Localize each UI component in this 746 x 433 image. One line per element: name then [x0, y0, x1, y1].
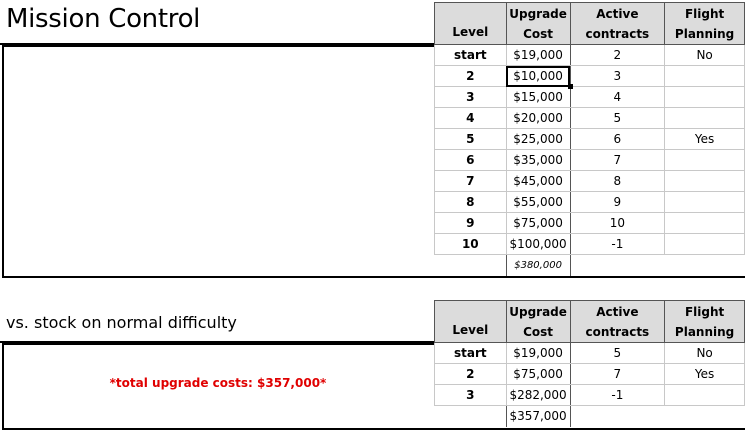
table-row: 10 $100,000 -1 [434, 233, 745, 255]
empty-cell[interactable] [435, 255, 507, 276]
title-underline [0, 43, 435, 45]
header-upgrade-cost[interactable]: Upgrade Cost [505, 300, 571, 343]
cell-level[interactable]: 3 [434, 384, 507, 406]
cell-level[interactable]: start [434, 44, 507, 66]
cell-flight-planning[interactable] [664, 233, 745, 255]
cell-flight-planning[interactable] [664, 170, 745, 192]
cell-active-contracts[interactable]: 7 [569, 363, 666, 385]
table-row: 3 $15,000 4 [434, 86, 745, 108]
cell-upgrade-cost[interactable]: $100,000 [505, 233, 571, 255]
total-upgrade-costs-note: *total upgrade costs: $357,000* [109, 376, 327, 390]
empty-cell[interactable] [570, 406, 665, 427]
table-row: 7 $45,000 8 [434, 170, 745, 192]
cell-upgrade-cost[interactable]: $75,000 [505, 363, 571, 385]
header-flight-planning[interactable]: Flight Planning [664, 300, 745, 343]
cell-upgrade-cost[interactable]: $19,000 [505, 44, 571, 66]
empty-cell[interactable] [570, 255, 665, 276]
cell-upgrade-cost[interactable]: $20,000 [505, 107, 571, 129]
cell-flight-planning[interactable] [664, 191, 745, 213]
cell-flight-planning[interactable]: No [664, 342, 745, 364]
cell-level[interactable]: start [434, 342, 507, 364]
selected-cell[interactable]: $10,000 [505, 65, 573, 89]
totals-row: $380,000 [435, 254, 745, 276]
cell-level[interactable]: 6 [434, 149, 507, 171]
cell-flight-planning[interactable]: No [664, 44, 745, 66]
cell-active-contracts[interactable]: 4 [569, 86, 666, 108]
mission-control-table: Level Upgrade Cost Active contracts Flight… [434, 2, 745, 276]
empty-cell[interactable] [435, 406, 507, 427]
table-row: 5 $25,000 6 Yes [434, 128, 745, 150]
cell-upgrade-cost[interactable]: $45,000 [505, 170, 571, 192]
cell-flight-planning[interactable] [664, 86, 745, 108]
cell-total-cost[interactable]: $357,000 [505, 405, 571, 427]
cell-active-contracts[interactable]: 5 [569, 342, 666, 364]
cell-upgrade-cost[interactable]: $55,000 [505, 191, 571, 213]
cell-upgrade-cost[interactable]: $19,000 [505, 342, 571, 364]
header-upgrade-cost[interactable]: Upgrade Cost [505, 2, 571, 45]
cell-flight-planning[interactable] [664, 149, 745, 171]
cell-active-contracts[interactable]: 2 [569, 44, 666, 66]
cell-flight-planning[interactable]: Yes [664, 128, 745, 150]
cell-upgrade-cost[interactable]: $15,000 [505, 86, 571, 108]
cell-active-contracts[interactable]: -1 [569, 233, 666, 255]
fill-handle[interactable] [567, 84, 573, 89]
table-row: start $19,000 2 No [434, 44, 745, 66]
cell-upgrade-cost[interactable]: $25,000 [505, 128, 571, 150]
cell-level[interactable]: 10 [434, 233, 507, 255]
table-row: 9 $75,000 10 [434, 212, 745, 234]
cell-active-contracts[interactable]: -1 [569, 384, 666, 406]
cell-upgrade-cost[interactable]: $282,000 [505, 384, 571, 406]
title-underline [0, 341, 435, 343]
cell-flight-planning[interactable] [664, 65, 745, 87]
table-row: 3 $282,000 -1 [434, 384, 745, 406]
totals-row: $357,000 [435, 405, 745, 427]
cell-active-contracts[interactable]: 3 [569, 65, 666, 87]
header-flight-planning[interactable]: Flight Planning [664, 2, 745, 45]
empty-cell[interactable] [665, 255, 745, 276]
cell-level[interactable]: 4 [434, 107, 507, 129]
table-row: 8 $55,000 9 [434, 191, 745, 213]
section-divider [2, 276, 745, 278]
header-active-contracts[interactable]: Active contracts [569, 300, 666, 343]
cell-active-contracts[interactable]: 9 [569, 191, 666, 213]
cell-active-contracts[interactable]: 6 [569, 128, 666, 150]
cell-level[interactable]: 2 [434, 363, 507, 385]
empty-cell[interactable] [665, 406, 745, 427]
header-level[interactable]: Level [434, 2, 507, 45]
cell-level[interactable]: 7 [434, 170, 507, 192]
cell-level[interactable]: 3 [434, 86, 507, 108]
cell-active-contracts[interactable]: 10 [569, 212, 666, 234]
header-level[interactable]: Level [434, 300, 507, 343]
section-divider [2, 428, 745, 430]
cell-total-cost[interactable]: $380,000 [505, 254, 571, 276]
section-title-stock-comparison: vs. stock on normal difficulty [6, 313, 237, 332]
cell-level[interactable]: 2 [434, 65, 507, 87]
cell-active-contracts[interactable]: 8 [569, 170, 666, 192]
cell-active-contracts[interactable]: 7 [569, 149, 666, 171]
mission-control-panel [2, 45, 434, 278]
table-row: 2 $10,000 3 [434, 65, 745, 89]
cell-flight-planning[interactable]: Yes [664, 363, 745, 385]
section-title-mission-control: Mission Control [6, 4, 201, 34]
cell-upgrade-cost[interactable]: $35,000 [505, 149, 571, 171]
cell-flight-planning[interactable] [664, 384, 745, 406]
table-row: 2 $75,000 7 Yes [434, 363, 745, 385]
stock-comparison-table: Level Upgrade Cost Active contracts Flight… [434, 300, 745, 427]
cell-flight-planning[interactable] [664, 212, 745, 234]
cell-level[interactable]: 8 [434, 191, 507, 213]
table-row: 6 $35,000 7 [434, 149, 745, 171]
cell-level[interactable]: 9 [434, 212, 507, 234]
table-row: 4 $20,000 5 [434, 107, 745, 129]
cell-level[interactable]: 5 [434, 128, 507, 150]
cell-flight-planning[interactable] [664, 107, 745, 129]
header-active-contracts[interactable]: Active contracts [569, 2, 666, 45]
cell-upgrade-cost[interactable]: $75,000 [505, 212, 571, 234]
table-row: start $19,000 5 No [434, 342, 745, 364]
cell-active-contracts[interactable]: 5 [569, 107, 666, 129]
